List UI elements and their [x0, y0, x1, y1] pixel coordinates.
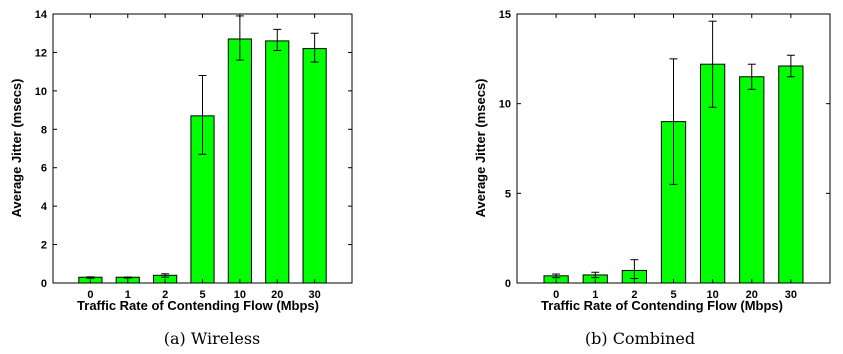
bar-a: [302, 48, 327, 284]
caption-a: (a) Wireless: [164, 329, 261, 348]
x-tick-label-a: 2: [162, 289, 168, 301]
bar-a: [227, 38, 252, 284]
y-tick-label-b: 5: [505, 188, 511, 200]
y-tick-label-a: 10: [35, 86, 47, 98]
x-tick-label-b: 10: [707, 289, 719, 301]
y-tick-label-a: 6: [41, 163, 47, 175]
x-tick-label-b: 2: [631, 289, 637, 301]
caption-b: (b) Combined: [585, 329, 695, 348]
plot-area-b: 0 5 10 15 0 1 2 5 10 20 30: [499, 9, 831, 301]
y-tick-label-a: 8: [41, 124, 47, 136]
x-tick-label-a: 1: [125, 289, 131, 301]
x-axis-label-b: Traffic Rate of Contending Flow (Mbps): [541, 298, 783, 313]
y-tick-label-a: 2: [41, 240, 47, 252]
y-axis-label-b: Average Jitter (msecs): [473, 79, 488, 218]
bar-b: [778, 65, 804, 284]
x-tick-label-b: 30: [785, 289, 797, 301]
x-tick-label-a: 0: [87, 289, 93, 301]
y-tick-label-a: 12: [35, 47, 47, 59]
x-tick-label-a: 30: [309, 289, 321, 301]
bar-a: [265, 40, 290, 284]
axes-frame-a: [52, 13, 353, 284]
bar-b: [739, 76, 765, 284]
x-tick-label-a: 5: [199, 289, 205, 301]
x-tick-label-a: 20: [271, 289, 283, 301]
x-axis-label-a: Traffic Rate of Contending Flow (Mbps): [77, 298, 319, 313]
x-tick-label-b: 1: [592, 289, 598, 301]
y-tick-label-b: 0: [505, 278, 511, 290]
x-tick-label-b: 5: [670, 289, 676, 301]
y-tick-label-b: 15: [499, 9, 511, 21]
x-tick-label-b: 0: [553, 289, 559, 301]
y-axis-label-a: Average Jitter (msecs): [9, 79, 24, 218]
y-tick-label-a: 14: [35, 9, 48, 21]
y-tick-label-a: 4: [41, 201, 48, 213]
y-tick-label-b: 10: [499, 99, 511, 111]
x-tick-label-a: 10: [234, 289, 246, 301]
y-tick-label-a: 0: [41, 278, 47, 290]
x-tick-label-b: 20: [746, 289, 758, 301]
axes-frame-b: [516, 13, 831, 284]
